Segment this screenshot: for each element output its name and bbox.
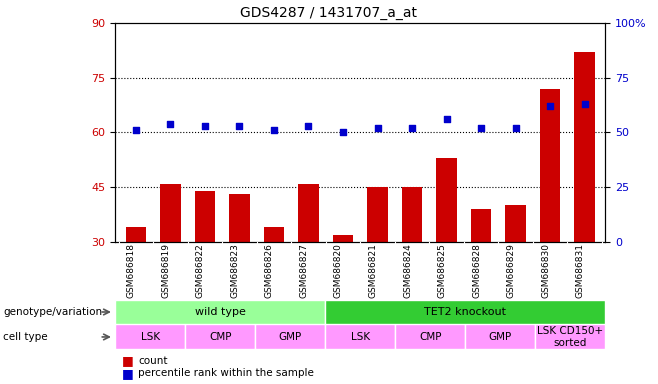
Text: genotype/variation: genotype/variation [3,307,103,317]
Text: LSK CD150+
sorted: LSK CD150+ sorted [538,326,603,348]
Bar [115,300,325,324]
Text: GSM686826: GSM686826 [265,243,274,298]
Bar [126,227,146,351]
Text: GSM686821: GSM686821 [368,243,378,298]
Text: GSM686830: GSM686830 [541,243,550,298]
Bar [325,300,605,324]
Text: GSM686831: GSM686831 [576,243,585,298]
Bar [505,205,526,351]
Point [442,116,452,122]
Bar [115,324,185,349]
Bar [401,187,422,351]
Text: LSK: LSK [351,332,370,342]
Text: ■: ■ [122,354,134,367]
Point [199,123,210,129]
Text: GSM686823: GSM686823 [230,243,240,298]
Bar [264,227,284,351]
Point [511,125,521,131]
Point [234,123,245,129]
Text: GDS4287 / 1431707_a_at: GDS4287 / 1431707_a_at [241,6,417,20]
Bar [160,184,181,351]
Bar [367,187,388,351]
Point [476,125,486,131]
Text: cell type: cell type [3,332,48,342]
Point [545,103,555,109]
Text: GSM686824: GSM686824 [403,243,412,298]
Point [407,125,417,131]
Point [372,125,383,131]
Bar [470,209,492,351]
Bar [395,324,465,349]
Text: GSM686820: GSM686820 [334,243,343,298]
Point [580,101,590,107]
Text: CMP: CMP [419,332,442,342]
Point [130,127,141,133]
Bar [540,89,561,351]
Text: GSM686822: GSM686822 [196,243,205,298]
Text: count: count [138,356,168,366]
Bar [325,324,395,349]
Bar [574,52,595,351]
Bar [333,235,353,351]
Point [165,121,176,127]
Text: percentile rank within the sample: percentile rank within the sample [138,368,314,379]
Text: ■: ■ [122,367,134,380]
Text: GSM686827: GSM686827 [299,243,309,298]
Text: TET2 knockout: TET2 knockout [424,307,506,317]
Bar [436,158,457,351]
Point [338,129,348,136]
Bar [195,191,215,351]
Text: CMP: CMP [209,332,232,342]
Point [268,127,279,133]
Point [303,123,314,129]
Text: GMP: GMP [278,332,302,342]
Text: GMP: GMP [489,332,512,342]
Bar [255,324,325,349]
Bar [229,195,250,351]
Text: GSM686819: GSM686819 [161,243,170,298]
Bar [298,184,319,351]
Text: GSM686828: GSM686828 [472,243,481,298]
Bar [465,324,536,349]
Text: wild type: wild type [195,307,245,317]
Bar [536,324,605,349]
Text: GSM686829: GSM686829 [507,243,516,298]
Text: GSM686818: GSM686818 [127,243,136,298]
Text: LSK: LSK [141,332,160,342]
Bar [185,324,255,349]
Text: GSM686825: GSM686825 [438,243,447,298]
